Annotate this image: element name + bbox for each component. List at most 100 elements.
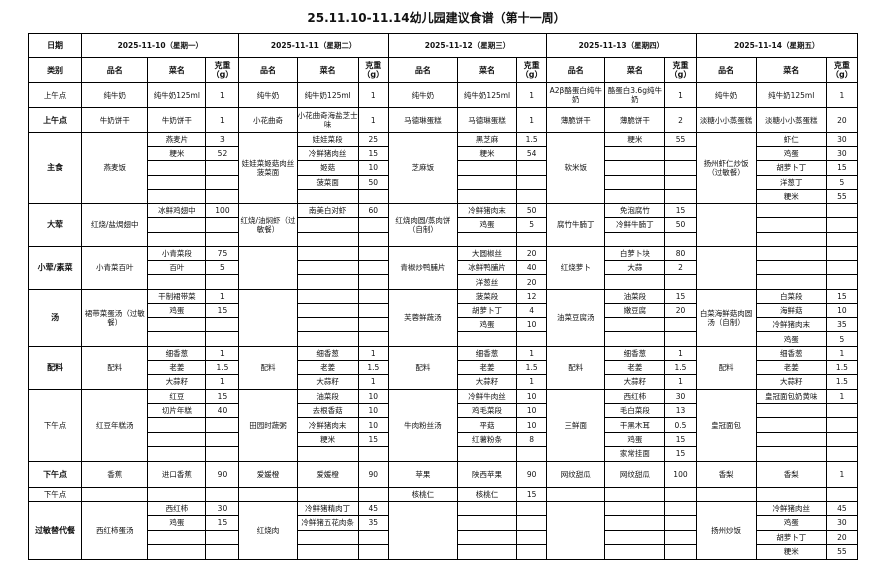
dish-weight	[664, 174, 697, 190]
dish-weight: 45	[357, 500, 389, 517]
meal-name	[238, 288, 298, 347]
weight-header: 克重（g）	[825, 57, 859, 83]
meal-name: 薄脆饼干	[546, 107, 606, 133]
meal-name	[695, 245, 757, 290]
dish-weight: 1.5	[357, 360, 389, 376]
dish-name	[296, 446, 359, 462]
dish-name: 粳米	[147, 146, 207, 162]
dish-weight: 10	[357, 388, 389, 405]
dish-name: 冷鲜猪精肉丁	[296, 500, 359, 517]
dish-name: 鸡毛菜段	[456, 402, 518, 419]
dish-weight: 1.5	[825, 374, 859, 390]
table-row: 上午点 纯牛奶 纯牛奶125ml 1 纯牛奶 纯牛奶125ml 1 纯牛奶 纯牛奶125ml 1 A…	[27, 82, 859, 108]
dish-name	[604, 500, 666, 517]
dish-weight: 1.5	[664, 360, 697, 376]
dish-weight: 1.5	[825, 360, 859, 376]
dish-weight: 1	[825, 345, 859, 362]
dish-weight: 30	[664, 388, 697, 405]
dish-name: 菠菜段	[456, 288, 518, 304]
dish-weight	[205, 217, 240, 233]
dish-name: 细香葱	[296, 345, 359, 362]
dish-weight: 10	[516, 317, 548, 333]
dish-weight	[205, 529, 240, 546]
category-label: 上午点	[27, 82, 83, 108]
meal-name: 红豆年糕汤	[81, 388, 149, 462]
dish-name: 核桃仁	[456, 486, 518, 502]
dish-weight: 100	[205, 202, 240, 219]
dish-weight: 20	[516, 245, 548, 262]
dish-weight	[664, 544, 697, 560]
dish-header: 菜名	[456, 57, 518, 83]
dish-weight: 8	[516, 431, 548, 448]
dish-name: 胡萝卜丁	[456, 302, 518, 319]
dish-header: 菜名	[755, 57, 827, 83]
table-row: 家常挂面 15	[29, 446, 859, 462]
meal-name: 田园时蔬粥	[238, 388, 298, 462]
dish-name	[604, 274, 666, 290]
dish-weight: 20	[664, 302, 697, 319]
dish-weight	[205, 188, 240, 204]
dish-weight: 10	[357, 160, 389, 176]
dish-name: 冷鲜猪肉末	[456, 202, 518, 219]
dish-name	[755, 486, 827, 502]
dish-name	[755, 446, 827, 462]
dish-name: 白萝卜块	[604, 245, 666, 262]
dish-weight: 10	[825, 302, 859, 319]
dish-weight: 1	[664, 345, 697, 362]
dish-weight	[825, 245, 859, 262]
dish-name: 鸡蛋	[456, 217, 518, 233]
dish-name	[296, 245, 359, 262]
dish-name: 冷鲜猪肉末	[296, 417, 359, 433]
dish-weight	[357, 302, 389, 319]
dish-name	[456, 188, 518, 204]
meal-name	[695, 486, 757, 502]
dish-weight: 1	[516, 107, 548, 133]
dish-weight: 1	[357, 107, 389, 133]
dish-weight	[825, 202, 859, 219]
meal-name: 纯牛奶	[695, 82, 757, 108]
table-row: 姬菇 10 胡萝卜丁 15	[29, 160, 859, 176]
dish-weight: 15	[516, 486, 548, 502]
dish-weight	[825, 417, 859, 433]
meal-name: 淡糖小小蒸蛋糕	[695, 107, 757, 133]
dish-weight	[357, 529, 389, 546]
dish-weight: 1	[205, 288, 240, 304]
dish-name: 海鲜菇	[755, 302, 827, 319]
table-row: 小荤/素菜 小青菜百叶 小青菜段 75 青椒炒鸭脯片 大圆椒丝 20 红烧萝卜 白萝卜块 80	[27, 245, 859, 290]
dish-name: 胡萝卜丁	[755, 529, 827, 546]
weight-header: 克重（g）	[664, 57, 697, 83]
dish-name: 西红柿	[604, 388, 666, 405]
dish-weight: 35	[825, 317, 859, 333]
dish-name: 大蒜籽	[456, 374, 518, 390]
table-row: 汤裙带菜蛋汤（过敏餐） 干制裙带菜 1 芙蓉鲜蔬汤 菠菜段 12 油菜豆腐汤 油菜段 15 白菜海…	[27, 288, 859, 347]
dish-name: 粳米	[456, 146, 518, 162]
meal-name	[238, 486, 298, 502]
weight-header: 克重（g）	[516, 57, 548, 83]
dish-name	[755, 260, 827, 276]
dish-name	[456, 446, 518, 462]
meal-name: 娃娃菜姬菇肉丝菠菜面	[238, 132, 298, 204]
dish-name: 红薯粉条	[456, 431, 518, 448]
dish-weight: 15	[664, 202, 697, 219]
dish-name	[296, 188, 359, 204]
dish-weight: 13	[664, 402, 697, 419]
category-label: 配料	[27, 345, 83, 390]
category-label: 主食	[27, 132, 83, 204]
dish-name	[147, 544, 207, 560]
dish-weight: 1	[357, 82, 389, 108]
dish-name: 鸡蛋	[604, 431, 666, 448]
dish-name: 虾仁	[755, 131, 827, 148]
dish-name	[604, 231, 666, 247]
dish-weight: 55	[664, 131, 697, 148]
dish-weight	[205, 544, 240, 560]
meal-name	[546, 486, 606, 502]
category-label: 汤	[27, 288, 83, 347]
dish-weight: 45	[825, 500, 859, 517]
dish-name	[755, 202, 827, 219]
dish-weight: 15	[664, 288, 697, 304]
table-row: 下午点 红豆年糕汤 红豆 15 田园时蔬粥 油菜段 10 牛肉粉丝汤 冷鲜牛肉丝 10 三鲜面 西红柿…	[27, 388, 859, 462]
dish-name	[755, 274, 827, 290]
meal-name: 红烧/盐焗翅中	[81, 202, 149, 247]
dish-weight: 1	[205, 82, 240, 108]
meal-name: 扬州炒饭	[695, 500, 757, 560]
